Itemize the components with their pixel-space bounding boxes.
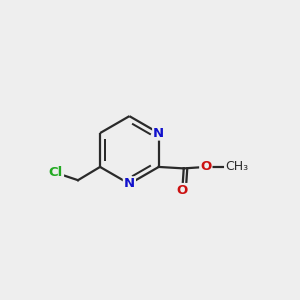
- Text: N: N: [124, 177, 135, 190]
- Text: CH₃: CH₃: [225, 160, 248, 173]
- Text: Cl: Cl: [49, 166, 63, 179]
- Text: N: N: [153, 127, 164, 140]
- Text: O: O: [177, 184, 188, 197]
- Text: O: O: [200, 160, 212, 173]
